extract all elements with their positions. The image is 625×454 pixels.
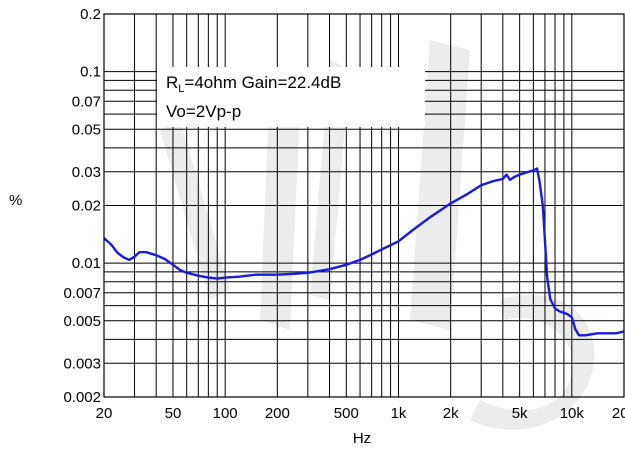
- x-tick-label: 1k: [391, 405, 407, 422]
- series-line-thd: [103, 167, 625, 337]
- y-tick-label: 0.05: [72, 121, 101, 138]
- x-tick-label: 200: [265, 405, 290, 422]
- y-tick-label: 0.02: [72, 198, 101, 215]
- watermark-stroke: [160, 120, 230, 300]
- x-tick-label: 500: [334, 405, 359, 422]
- y-tick-label: 0.01: [72, 255, 101, 272]
- y-tick-label: 0.005: [63, 313, 101, 330]
- plot-border: [103, 13, 625, 398]
- x-axis-label: Hz: [353, 430, 371, 447]
- x-tick-label: 50: [165, 405, 182, 422]
- y-tick-label: 0.2: [80, 6, 101, 23]
- tick-labels: 20 50 100 200 500 1k 2k 5k 10k 20k 0.002 0.003 0.005…: [63, 6, 625, 422]
- x-tick-label: 100: [213, 405, 238, 422]
- annotation-box: [157, 67, 425, 127]
- x-tick-label: 5k: [512, 405, 528, 422]
- series-layer: [103, 167, 625, 337]
- y-tick-label: 0.1: [80, 64, 101, 81]
- x-tick-label: 20k: [612, 405, 625, 422]
- x-tick-label: 10k: [560, 405, 585, 422]
- annotation-line1: RL=4ohm Gain=22.4dB: [166, 73, 341, 95]
- annotation-line1-rest: =4ohm Gain=22.4dB: [184, 73, 341, 92]
- x-tick-label: 20: [96, 405, 113, 422]
- y-tick-label: 0.003: [63, 355, 101, 372]
- y-tick-label: 0.07: [72, 93, 101, 110]
- annotation-r: R: [166, 73, 178, 92]
- y-axis-label: %: [9, 192, 22, 209]
- y-tick-label: 0.007: [63, 285, 101, 302]
- y-tick-label: 0.03: [72, 164, 101, 181]
- watermark-stroke: [470, 294, 595, 430]
- x-tick-label: 2k: [443, 405, 459, 422]
- annotation-line2: Vo=2Vp-p: [166, 102, 241, 121]
- annotation-subscript: L: [178, 83, 184, 95]
- y-tick-label: 0.002: [63, 389, 101, 406]
